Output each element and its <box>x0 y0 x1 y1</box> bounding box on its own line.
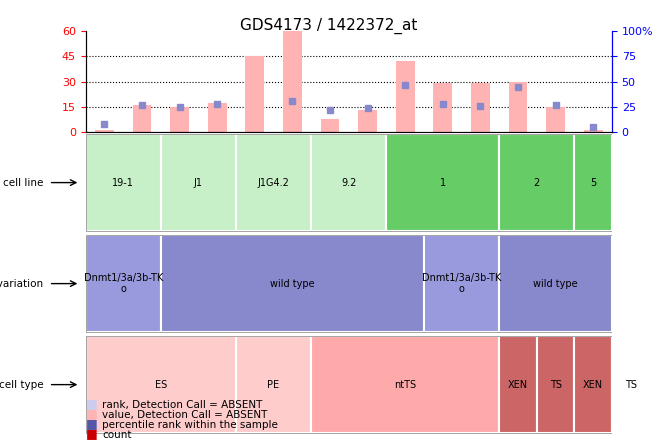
Text: ■: ■ <box>86 427 97 440</box>
Text: GDS4173 / 1422372_at: GDS4173 / 1422372_at <box>240 18 418 34</box>
FancyBboxPatch shape <box>499 235 612 332</box>
Bar <box>395 61 415 132</box>
FancyBboxPatch shape <box>574 134 612 231</box>
Text: XEN: XEN <box>508 380 528 390</box>
Bar <box>358 110 377 132</box>
Bar <box>471 83 490 132</box>
Text: wild type: wild type <box>270 278 315 289</box>
Text: 1: 1 <box>440 178 446 188</box>
FancyBboxPatch shape <box>236 336 311 433</box>
Bar <box>320 119 340 132</box>
Bar <box>95 130 114 132</box>
Text: ■: ■ <box>86 407 97 420</box>
FancyBboxPatch shape <box>311 134 386 231</box>
FancyBboxPatch shape <box>86 336 236 433</box>
Text: ■: ■ <box>86 397 97 410</box>
Bar <box>170 107 189 132</box>
FancyBboxPatch shape <box>386 134 499 231</box>
Text: count: count <box>102 429 132 440</box>
FancyBboxPatch shape <box>311 336 499 433</box>
Text: J1G4.2: J1G4.2 <box>257 178 290 188</box>
Text: TS: TS <box>549 380 561 390</box>
Text: Dnmt1/3a/3b-TK
o: Dnmt1/3a/3b-TK o <box>422 273 501 294</box>
Text: Dnmt1/3a/3b-TK
o: Dnmt1/3a/3b-TK o <box>84 273 163 294</box>
Bar <box>283 31 302 132</box>
Text: TS: TS <box>624 380 637 390</box>
Bar <box>509 82 527 132</box>
Text: cell type: cell type <box>0 380 43 390</box>
Bar <box>584 131 603 132</box>
Text: rank, Detection Call = ABSENT: rank, Detection Call = ABSENT <box>102 400 263 410</box>
Text: 2: 2 <box>534 178 540 188</box>
Bar <box>434 83 452 132</box>
Text: PE: PE <box>268 380 280 390</box>
FancyBboxPatch shape <box>537 336 574 433</box>
Text: ES: ES <box>155 380 167 390</box>
Text: 19-1: 19-1 <box>113 178 134 188</box>
Text: 5: 5 <box>590 178 596 188</box>
FancyBboxPatch shape <box>499 336 537 433</box>
Bar <box>208 103 226 132</box>
Text: value, Detection Call = ABSENT: value, Detection Call = ABSENT <box>102 410 267 420</box>
Text: wild type: wild type <box>533 278 578 289</box>
Text: XEN: XEN <box>583 380 603 390</box>
Text: 9.2: 9.2 <box>341 178 357 188</box>
Text: percentile rank within the sample: percentile rank within the sample <box>102 420 278 430</box>
Text: ■: ■ <box>86 417 97 430</box>
FancyBboxPatch shape <box>612 336 649 433</box>
Text: ntTS: ntTS <box>394 380 417 390</box>
FancyBboxPatch shape <box>161 134 236 231</box>
FancyBboxPatch shape <box>499 134 574 231</box>
Text: cell line: cell line <box>3 178 43 188</box>
Text: genotype/variation: genotype/variation <box>0 278 43 289</box>
FancyBboxPatch shape <box>424 235 499 332</box>
Bar <box>546 107 565 132</box>
Bar <box>132 105 151 132</box>
Bar <box>245 56 264 132</box>
FancyBboxPatch shape <box>86 235 161 332</box>
FancyBboxPatch shape <box>236 134 311 231</box>
FancyBboxPatch shape <box>161 235 424 332</box>
Text: J1: J1 <box>194 178 203 188</box>
FancyBboxPatch shape <box>86 134 161 231</box>
FancyBboxPatch shape <box>574 336 612 433</box>
